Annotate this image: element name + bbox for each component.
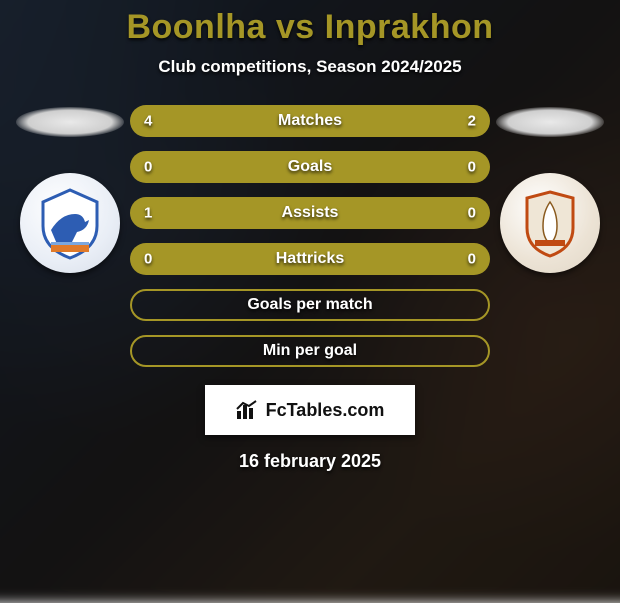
right-side [490, 105, 610, 273]
stat-right-value: 0 [468, 205, 476, 222]
stat-right-value: 0 [468, 159, 476, 176]
right-player-shadow [496, 107, 604, 137]
stat-bar: Goals per match [130, 289, 490, 321]
stat-label: Assists [282, 204, 339, 222]
shield-crest-icon [511, 184, 589, 262]
stat-bar: Min per goal [130, 335, 490, 367]
left-team-crest [20, 173, 120, 273]
footer-date: 16 february 2025 [239, 451, 381, 472]
page-subtitle: Club competitions, Season 2024/2025 [158, 57, 461, 77]
stat-label: Hattricks [276, 250, 344, 268]
brand-badge[interactable]: FcTables.com [205, 385, 415, 435]
stat-bar: 0 0 Goals [130, 151, 490, 183]
stat-right-value: 2 [468, 113, 476, 130]
stat-label: Matches [278, 112, 342, 130]
stat-label: Min per goal [263, 342, 357, 360]
stat-bar: 4 2 Matches [130, 105, 490, 137]
stat-label: Goals [288, 158, 332, 176]
stat-left-value: 4 [144, 113, 152, 130]
stat-left-value: 0 [144, 251, 152, 268]
stat-bar: 1 0 Assists [130, 197, 490, 229]
page-title: Boonlha vs Inprakhon [126, 8, 493, 47]
horse-crest-icon [31, 184, 109, 262]
stat-right-value: 0 [468, 251, 476, 268]
stat-left-value: 1 [144, 205, 152, 222]
content-root: Boonlha vs Inprakhon Club competitions, … [0, 0, 620, 580]
stats-column: 4 2 Matches 0 0 Goals 1 0 Assists 0 0 Hattricks Goal… [130, 105, 490, 367]
stat-bar: 0 0 Hattricks [130, 243, 490, 275]
left-side [10, 105, 130, 273]
brand-text: FcTables.com [266, 400, 385, 421]
main-row: 4 2 Matches 0 0 Goals 1 0 Assists 0 0 Hattricks Goal… [0, 105, 620, 367]
bars-icon [236, 399, 258, 421]
right-team-crest [500, 173, 600, 273]
stat-left-value: 0 [144, 159, 152, 176]
stat-label: Goals per match [247, 296, 372, 314]
left-player-shadow [16, 107, 124, 137]
